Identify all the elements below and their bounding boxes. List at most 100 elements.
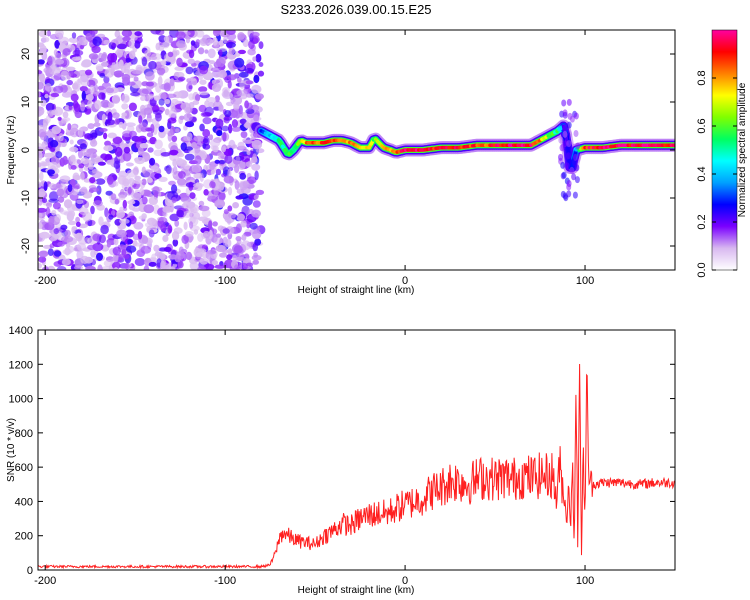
noise-blob xyxy=(89,139,98,147)
noise-blob xyxy=(199,65,209,75)
noise-blob xyxy=(199,258,209,265)
noise-blob xyxy=(110,193,117,201)
dispersion-blob xyxy=(572,191,578,199)
colorbar-tick-label: 0.0 xyxy=(696,262,708,277)
noise-blob xyxy=(153,149,163,157)
noise-blob xyxy=(208,60,215,65)
noise-blob xyxy=(217,69,227,79)
x-tick-label: -200 xyxy=(34,575,56,587)
noise-blob xyxy=(218,191,226,202)
noise-blob xyxy=(38,150,43,161)
noise-blob xyxy=(237,32,246,40)
snr-y-label: SNR (10 * v/v) xyxy=(6,418,17,482)
noise-blob xyxy=(167,224,173,234)
colorbar-tick-label: 0.6 xyxy=(696,118,708,133)
noise-blob xyxy=(158,98,165,106)
y-tick-label: 1000 xyxy=(9,394,33,406)
noise-blob xyxy=(88,165,94,170)
noise-blob xyxy=(71,32,77,39)
noise-blob xyxy=(199,38,208,46)
noise-blob xyxy=(70,93,79,102)
noise-blob xyxy=(71,226,78,231)
noise-blob xyxy=(38,212,43,219)
noise-blob xyxy=(103,132,108,140)
noise-blob xyxy=(93,84,99,93)
noise-blob xyxy=(198,248,207,254)
noise-blob xyxy=(198,200,205,207)
noise-blob xyxy=(51,125,62,135)
noise-blob xyxy=(43,181,48,192)
noise-blob xyxy=(162,206,173,213)
y-tick-label: -20 xyxy=(20,238,32,254)
noise-blob xyxy=(56,266,67,270)
noise-blob xyxy=(181,234,189,244)
noise-blob xyxy=(231,126,241,132)
colorbar-tick-label: 0.2 xyxy=(696,214,708,229)
noise-blob xyxy=(121,30,133,38)
noise-blob xyxy=(215,168,222,176)
noise-blob xyxy=(39,171,44,181)
noise-blob xyxy=(208,220,213,230)
noise-blob xyxy=(133,76,139,82)
noise-blob xyxy=(183,221,188,230)
spectrogram-y-axis: -20 -10 0 10 20 xyxy=(20,48,675,254)
noise-blob xyxy=(134,258,146,266)
noise-blob xyxy=(121,112,127,117)
noise-blob xyxy=(147,147,154,153)
noise-blob xyxy=(78,163,85,169)
noise-blob xyxy=(123,146,131,154)
noise-blob xyxy=(106,241,111,248)
noise-blob xyxy=(91,168,99,174)
noise-blob xyxy=(80,172,85,181)
noise-blob xyxy=(60,224,68,230)
noise-blob xyxy=(156,67,166,76)
noise-blob xyxy=(113,237,119,246)
noise-blob xyxy=(71,56,82,61)
noise-blob xyxy=(111,42,117,49)
noise-blob xyxy=(54,213,61,223)
noise-blob xyxy=(237,78,242,83)
noise-blob xyxy=(233,101,240,111)
noise-blob xyxy=(38,30,48,38)
noise-blob xyxy=(38,222,43,230)
noise-blob xyxy=(134,136,143,143)
noise-blob xyxy=(67,210,76,218)
noise-blob xyxy=(175,31,186,40)
noise-blob xyxy=(174,66,184,71)
noise-blob xyxy=(138,122,148,131)
noise-blob xyxy=(43,67,53,74)
noise-blob xyxy=(108,101,115,108)
noise-blob xyxy=(113,181,119,187)
noise-blob xyxy=(227,186,233,196)
noise-blob xyxy=(38,181,42,188)
noise-blob xyxy=(251,163,261,171)
noise-blob xyxy=(221,145,227,153)
noise-blob xyxy=(216,57,226,68)
noise-blob xyxy=(219,252,227,258)
noise-blob xyxy=(236,213,246,222)
noise-blob xyxy=(223,36,228,44)
noise-blob xyxy=(162,235,169,242)
noise-blob xyxy=(211,79,216,85)
noise-blob xyxy=(128,39,135,49)
noise-blob xyxy=(47,55,53,66)
noise-blob xyxy=(153,244,160,252)
noise-blob xyxy=(121,103,129,110)
noise-blob xyxy=(184,153,195,161)
noise-blob xyxy=(55,151,63,159)
noise-blob xyxy=(236,89,248,97)
noise-blob xyxy=(112,253,119,263)
x-tick-label: 0 xyxy=(402,575,408,587)
noise-blob xyxy=(209,139,221,148)
noise-blob xyxy=(234,180,240,190)
figure-title: S233.2026.039.00.15.E25 xyxy=(280,2,431,17)
noise-blob xyxy=(180,102,191,111)
noise-blob xyxy=(195,252,204,258)
x-tick-label: 100 xyxy=(576,575,594,587)
noise-blob xyxy=(218,104,224,112)
noise-blob xyxy=(94,100,102,110)
spectrogram-ridge xyxy=(254,98,675,202)
noise-blob xyxy=(139,143,149,149)
noise-blob xyxy=(165,93,177,99)
noise-blob xyxy=(53,58,65,65)
